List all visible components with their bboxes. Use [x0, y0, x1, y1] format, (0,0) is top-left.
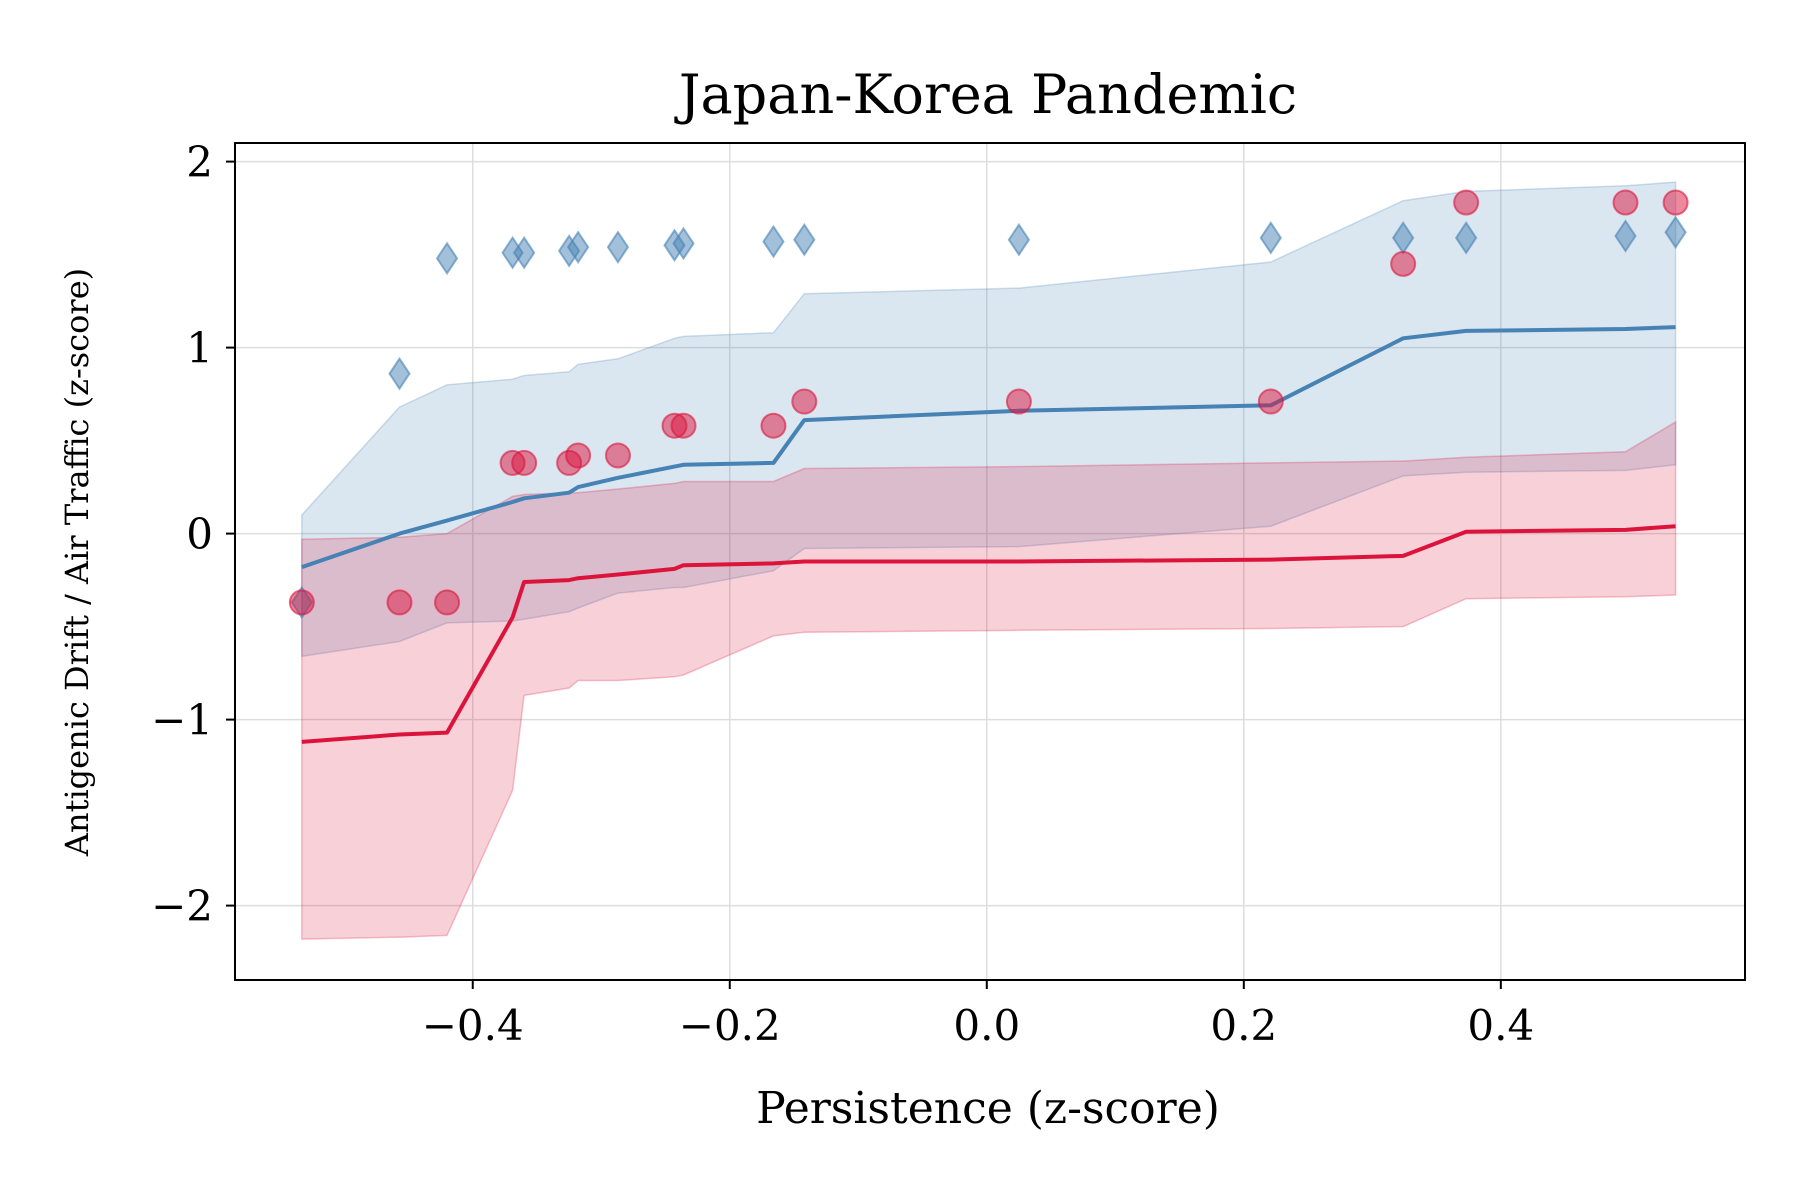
series-lines	[301, 325, 1676, 744]
y-tick-label: 0	[186, 510, 213, 559]
series-line-0	[301, 325, 1676, 569]
series-line-1	[301, 524, 1676, 744]
y-axis-label: Antigenic Drift / Air Traffic (z-score)	[58, 268, 96, 857]
data-point	[672, 226, 695, 261]
data-point	[1005, 388, 1032, 415]
data-point	[760, 412, 787, 439]
y-axis-ticks: −2 −1 0 1 2	[151, 138, 235, 931]
data-point	[288, 589, 315, 616]
data-point	[1454, 221, 1478, 255]
data-point	[604, 442, 631, 469]
data-point	[606, 230, 630, 264]
x-tick-label: 0.4	[1467, 1001, 1534, 1050]
grid	[235, 143, 1745, 980]
data-point	[565, 442, 592, 469]
data-point	[511, 449, 538, 476]
confidence-band-0	[301, 181, 1677, 658]
x-tick-label: −0.4	[422, 1001, 524, 1050]
data-point	[670, 412, 697, 439]
data-point	[1007, 222, 1031, 257]
data-point	[512, 235, 536, 270]
y-tick-label: 1	[186, 324, 213, 373]
data-point	[1662, 189, 1689, 216]
data-point	[1259, 221, 1283, 255]
data-point	[1390, 250, 1417, 277]
y-tick-label: −2	[151, 882, 213, 931]
y-tick-label: −1	[151, 696, 213, 745]
data-point	[762, 224, 785, 259]
confidence-bands	[301, 181, 1677, 940]
data-point	[1612, 189, 1639, 216]
data-point	[434, 589, 461, 616]
data-point	[793, 222, 816, 257]
data-point	[1257, 388, 1284, 415]
plot-frame	[234, 142, 1746, 981]
x-tick-label: −0.2	[679, 1001, 781, 1050]
chart-title: Japan-Korea Pandemic	[674, 63, 1297, 126]
data-point	[388, 356, 411, 391]
data-point	[1664, 215, 1687, 250]
x-axis-ticks: −0.4 −0.2 0.0 0.2 0.4	[422, 980, 1534, 1050]
data-point	[1614, 219, 1637, 253]
data-point	[566, 230, 590, 264]
data-point	[435, 241, 459, 276]
confidence-band-1	[301, 420, 1677, 940]
data-point	[386, 589, 413, 616]
x-tick-label: 0.0	[953, 1001, 1020, 1050]
y-tick-label: 2	[186, 138, 213, 187]
x-tick-label: 0.2	[1210, 1001, 1277, 1050]
x-axis-label: Persistence (z-score)	[756, 1083, 1220, 1134]
data-point	[1453, 189, 1480, 216]
scatter-points	[288, 189, 1689, 620]
data-point	[791, 388, 818, 415]
